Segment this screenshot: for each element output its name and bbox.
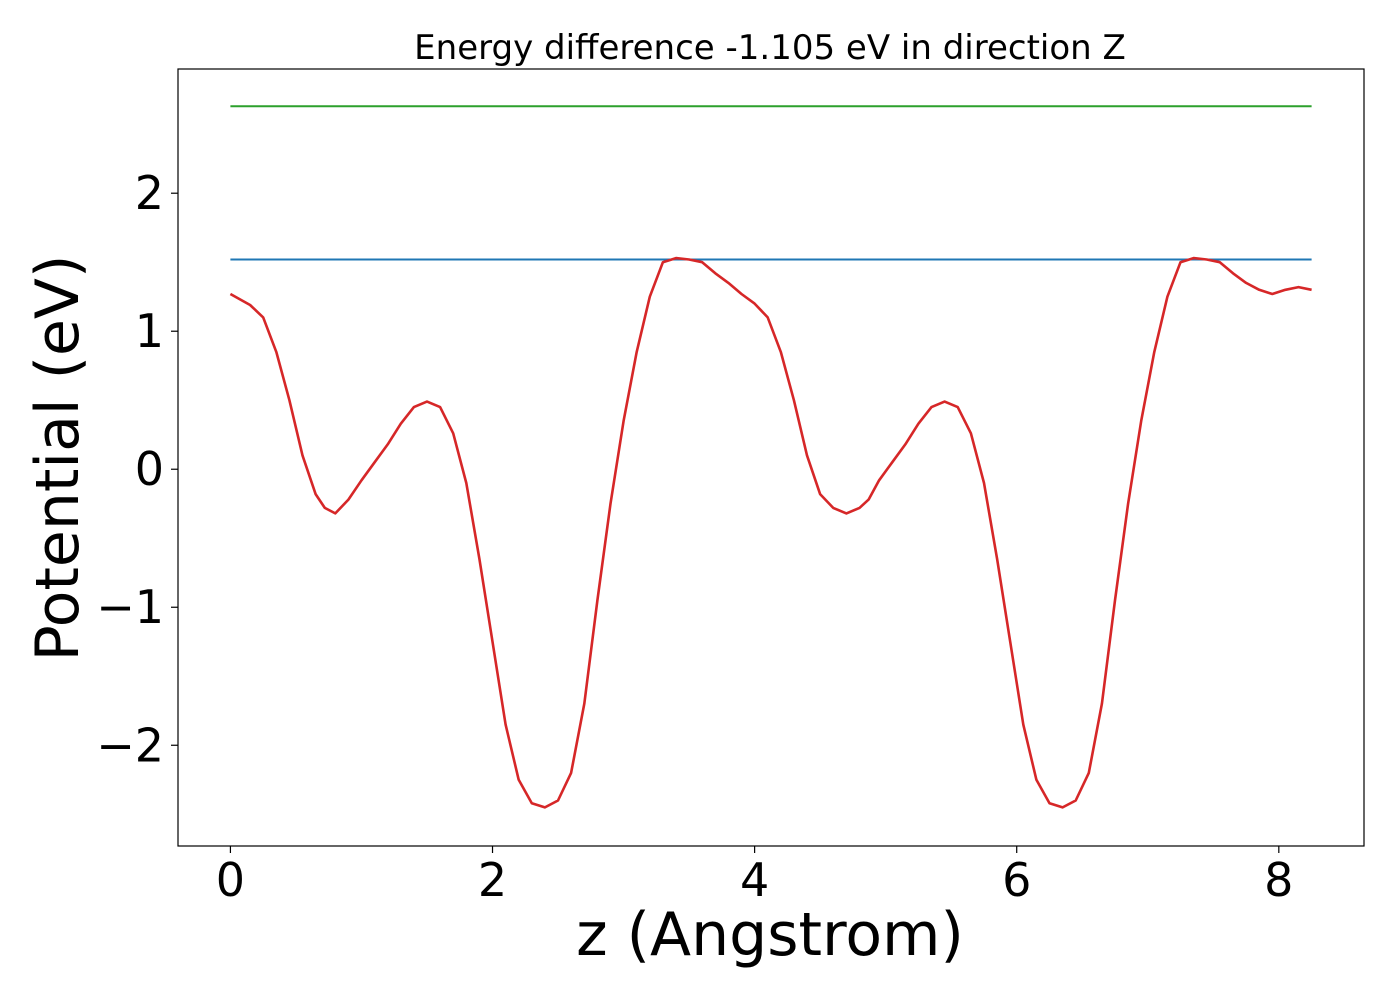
- x-axis: 0 2 4 6 8: [216, 846, 1293, 907]
- y-tick-label: −2: [96, 718, 164, 772]
- y-axis: −2 −1 0 1 2: [96, 166, 178, 772]
- x-axis-label: z (Angstrom): [576, 900, 964, 970]
- x-tick-label: 4: [740, 853, 769, 907]
- y-tick-label: −1: [96, 580, 164, 634]
- x-tick-label: 2: [478, 853, 507, 907]
- chart-title: Energy difference -1.105 eV in direction…: [414, 28, 1126, 68]
- plot-area-frame: [177, 68, 1365, 847]
- y-tick-label: 0: [135, 442, 164, 496]
- x-tick-label: 6: [1002, 853, 1031, 907]
- x-tick-label: 8: [1264, 853, 1293, 907]
- x-tick-label: 0: [216, 853, 245, 907]
- y-axis-label: Potential (eV): [23, 255, 93, 662]
- y-tick-label: 1: [135, 304, 164, 358]
- y-tick-label: 2: [135, 166, 164, 220]
- plot-lines: [229, 105, 1312, 809]
- series-line-2: [229, 256, 1312, 809]
